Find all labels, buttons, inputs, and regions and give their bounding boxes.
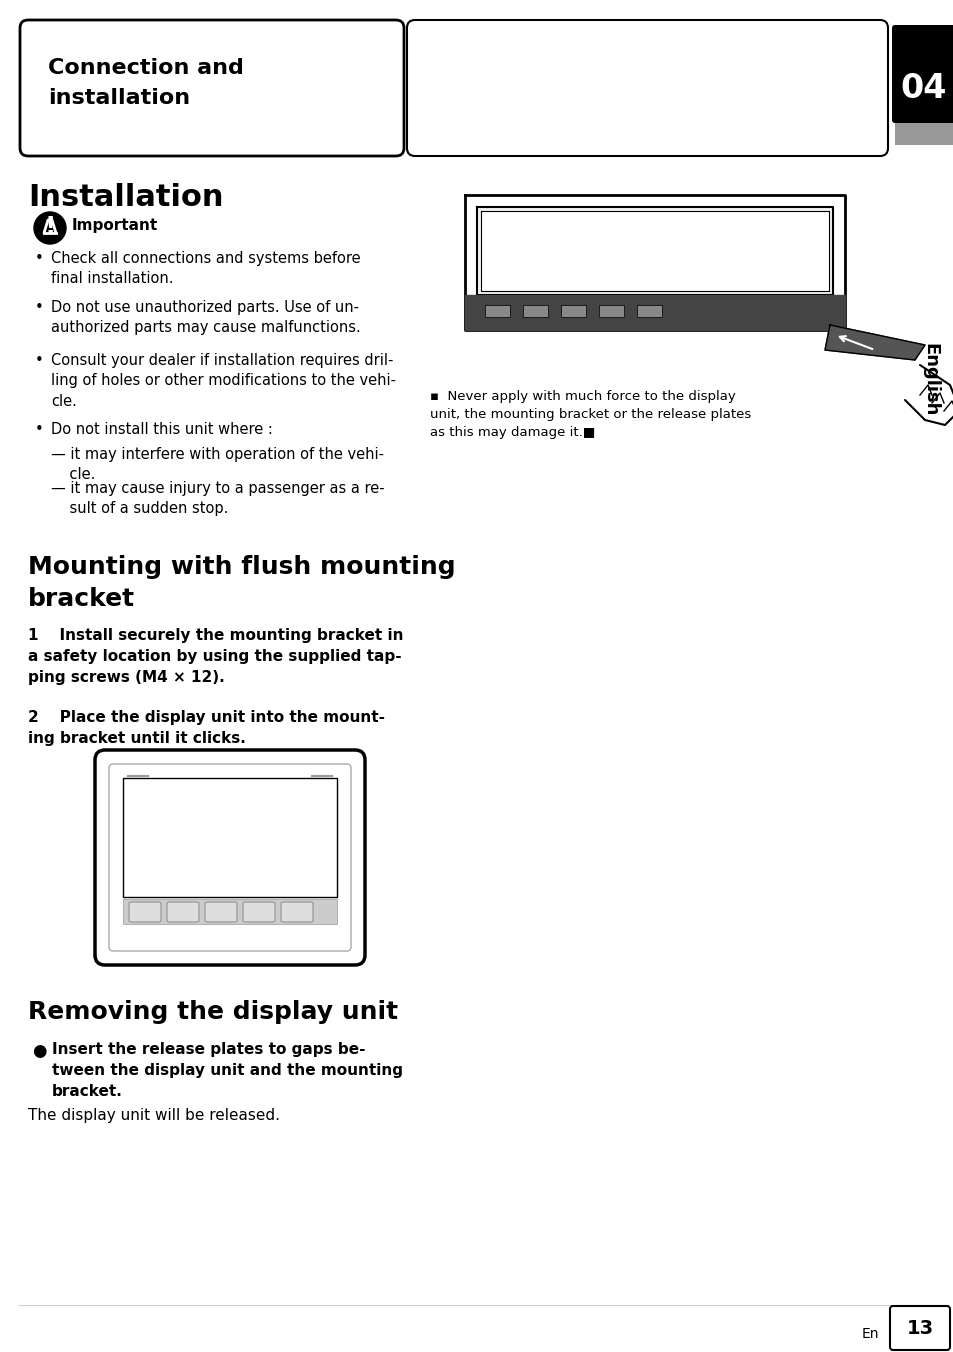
- FancyBboxPatch shape: [407, 20, 887, 155]
- Text: Check all connections and systems before
final installation.: Check all connections and systems before…: [51, 251, 360, 287]
- Bar: [637, 306, 661, 316]
- Bar: [522, 306, 547, 316]
- Bar: [598, 306, 623, 316]
- Text: ▪  Never apply with much force to the display
unit, the mounting bracket or the : ▪ Never apply with much force to the dis…: [430, 389, 750, 439]
- FancyBboxPatch shape: [205, 902, 236, 922]
- Text: Connection and
installation: Connection and installation: [48, 58, 244, 108]
- Text: Section: Section: [892, 28, 939, 38]
- FancyBboxPatch shape: [281, 902, 313, 922]
- Text: Mounting with flush mounting
bracket: Mounting with flush mounting bracket: [28, 556, 456, 611]
- Polygon shape: [464, 195, 844, 330]
- Text: Removing the display unit: Removing the display unit: [28, 1000, 397, 1023]
- FancyBboxPatch shape: [95, 750, 365, 965]
- FancyBboxPatch shape: [129, 902, 161, 922]
- Bar: [123, 899, 336, 923]
- Bar: [560, 306, 585, 316]
- FancyBboxPatch shape: [20, 20, 403, 155]
- FancyBboxPatch shape: [167, 902, 199, 922]
- Text: •: •: [35, 353, 44, 368]
- Text: ●: ●: [32, 1042, 47, 1060]
- Text: Consult your dealer if installation requires dril-
ling of holes or other modifi: Consult your dealer if installation requ…: [51, 353, 395, 408]
- Bar: [484, 306, 510, 316]
- Text: Installation: Installation: [28, 183, 223, 212]
- Text: 04: 04: [900, 72, 946, 104]
- Text: 2    Place the display unit into the mount-
ing bracket until it clicks.: 2 Place the display unit into the mount-…: [28, 710, 385, 746]
- Text: Do not install this unit where :: Do not install this unit where :: [51, 422, 273, 437]
- Text: Do not use unauthorized parts. Use of un-
authorized parts may cause malfunction: Do not use unauthorized parts. Use of un…: [51, 300, 360, 335]
- Polygon shape: [824, 324, 924, 360]
- Text: 13: 13: [905, 1318, 933, 1337]
- Text: !: !: [44, 215, 55, 239]
- Text: •: •: [35, 251, 44, 266]
- Text: Insert the release plates to gaps be-
tween the display unit and the mounting
br: Insert the release plates to gaps be- tw…: [52, 1042, 402, 1099]
- Circle shape: [34, 212, 66, 243]
- Bar: [123, 777, 336, 896]
- FancyBboxPatch shape: [243, 902, 274, 922]
- Text: English: English: [920, 343, 938, 416]
- FancyBboxPatch shape: [109, 764, 351, 950]
- Text: •: •: [35, 300, 44, 315]
- Polygon shape: [476, 207, 832, 295]
- Text: 1    Install securely the mounting bracket in
a safety location by using the sup: 1 Install securely the mounting bracket …: [28, 627, 403, 685]
- Text: •: •: [35, 422, 44, 437]
- Polygon shape: [464, 295, 844, 330]
- Text: — it may interfere with operation of the vehi-
    cle.: — it may interfere with operation of the…: [51, 448, 384, 483]
- Text: Important: Important: [71, 218, 158, 233]
- FancyBboxPatch shape: [889, 1306, 949, 1351]
- Polygon shape: [480, 211, 828, 291]
- Text: — it may cause injury to a passenger as a re-
    sult of a sudden stop.: — it may cause injury to a passenger as …: [51, 481, 384, 516]
- Bar: [894, 123, 953, 145]
- Text: The display unit will be released.: The display unit will be released.: [28, 1109, 280, 1124]
- Text: En: En: [861, 1328, 878, 1341]
- FancyBboxPatch shape: [891, 24, 953, 123]
